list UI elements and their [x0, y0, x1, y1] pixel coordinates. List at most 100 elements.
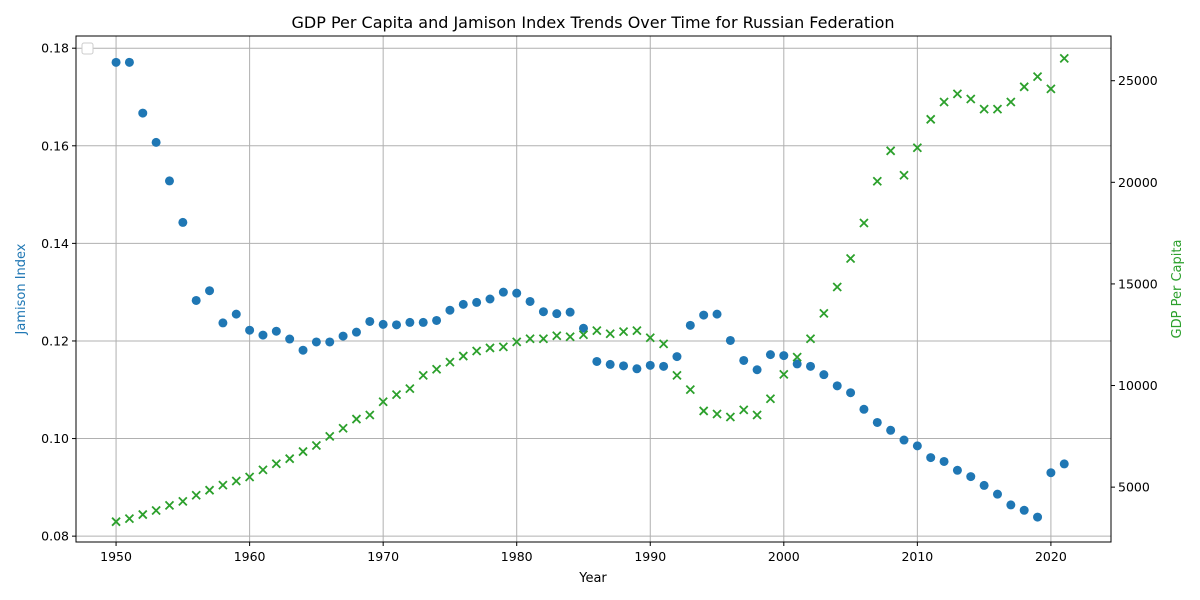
- jamison-point: [151, 137, 161, 147]
- x-tick-label: 2010: [901, 549, 933, 564]
- grid-lines: [76, 36, 1111, 542]
- jamison-point: [685, 320, 695, 330]
- jamison-point: [418, 317, 428, 327]
- jamison-point: [939, 456, 949, 466]
- left-y-axis: 0.08 0.10 0.12 0.14 0.16 0.18: [41, 41, 76, 544]
- gdp-point: [939, 97, 949, 107]
- gdp-point: [592, 326, 602, 336]
- gdp-point: [819, 308, 829, 319]
- x-tick-label: 1990: [634, 549, 666, 564]
- legend: [81, 42, 94, 55]
- gdp-point: [565, 332, 575, 342]
- legend-box: [81, 42, 94, 55]
- jamison-point: [1033, 512, 1043, 522]
- gdp-point: [578, 330, 589, 340]
- gdp-point: [231, 476, 241, 486]
- x-axis: 1950 1960 1970 1980 1990 2000 2010 2020: [100, 542, 1067, 564]
- jamison-point: [565, 307, 575, 317]
- jamison-point: [124, 57, 134, 67]
- gdp-point: [285, 454, 295, 464]
- jamison-point: [338, 331, 348, 341]
- gdp-point: [832, 282, 842, 292]
- gdp-point: [405, 383, 415, 394]
- jamison-point: [725, 335, 735, 345]
- x-tick-label: 1950: [100, 549, 132, 564]
- gdp-point: [872, 176, 882, 186]
- gdp-point: [618, 327, 629, 337]
- jamison-point: [592, 356, 602, 366]
- jamison-point: [325, 337, 335, 347]
- jamison-point: [111, 57, 121, 67]
- jamison-point: [512, 288, 522, 298]
- jamison-point: [231, 309, 241, 319]
- jamison-point: [311, 337, 321, 347]
- gdp-point: [124, 513, 135, 524]
- jamison-point: [178, 217, 188, 227]
- jamison-point: [218, 318, 228, 328]
- gdp-point: [271, 459, 281, 469]
- x-tick-label: 2020: [1035, 549, 1067, 564]
- jamison-point: [819, 370, 829, 380]
- left-y-tick-label: 0.08: [41, 529, 69, 544]
- left-y-tick-label: 0.10: [41, 431, 69, 446]
- gdp-point: [912, 143, 922, 153]
- jamison-point: [432, 315, 442, 325]
- jamison-point: [632, 364, 642, 374]
- gdp-point: [111, 517, 121, 527]
- gdp-point: [365, 410, 375, 420]
- jamison-point: [792, 359, 802, 369]
- jamison-point: [138, 108, 148, 118]
- right-y-tick-label: 15000: [1118, 276, 1158, 291]
- jamison-point: [886, 425, 896, 435]
- jamison-point: [1059, 459, 1069, 469]
- jamison-point: [806, 361, 816, 371]
- jamison-point: [645, 360, 655, 370]
- gdp-point: [1019, 82, 1029, 92]
- jamison-point: [552, 309, 562, 319]
- jamison-point: [498, 287, 508, 297]
- gdp-point: [992, 104, 1003, 114]
- gdp-point: [538, 334, 549, 344]
- gdp-point: [391, 390, 402, 400]
- right-y-axis-title: GDP Per Capita: [1170, 240, 1185, 339]
- jamison-point: [285, 334, 295, 344]
- jamison-point: [699, 310, 709, 320]
- jamison-point: [992, 489, 1002, 499]
- jamison-point: [979, 480, 989, 490]
- gdp-point: [1046, 84, 1056, 94]
- jamison-point: [365, 316, 375, 326]
- gdp-point: [418, 370, 428, 381]
- gdp-point: [258, 465, 268, 475]
- jamison-point: [271, 326, 281, 336]
- gdp-point: [712, 409, 722, 419]
- gdp-point: [512, 337, 522, 347]
- gdp-point: [218, 480, 228, 490]
- plot-area: [75, 35, 1112, 543]
- gdp-point: [725, 412, 736, 422]
- gdp-point: [845, 253, 856, 264]
- gdp-point: [244, 472, 255, 482]
- jamison-point: [672, 352, 682, 362]
- gdp-point: [378, 397, 388, 407]
- gdp-point: [338, 423, 348, 433]
- gdp-point: [926, 114, 936, 124]
- left-y-tick-label: 0.12: [41, 333, 69, 348]
- jamison-point: [859, 404, 869, 414]
- gdp-point: [805, 334, 816, 344]
- x-tick-label: 1970: [367, 549, 399, 564]
- gdp-point: [672, 370, 682, 381]
- jamison-index-series: [111, 57, 1069, 522]
- jamison-point: [351, 327, 361, 337]
- jamison-point: [191, 295, 201, 305]
- jamison-point: [245, 325, 255, 335]
- gdp-point: [658, 339, 669, 349]
- gdp-point: [498, 342, 508, 352]
- jamison-point: [258, 330, 268, 340]
- right-y-tick-label: 20000: [1118, 175, 1158, 190]
- gdp-point: [552, 331, 562, 341]
- jamison-point: [378, 319, 388, 329]
- jamison-point: [1006, 500, 1016, 510]
- right-y-tick-label: 10000: [1118, 378, 1158, 393]
- jamison-point: [912, 441, 922, 451]
- gdp-point: [1006, 97, 1016, 107]
